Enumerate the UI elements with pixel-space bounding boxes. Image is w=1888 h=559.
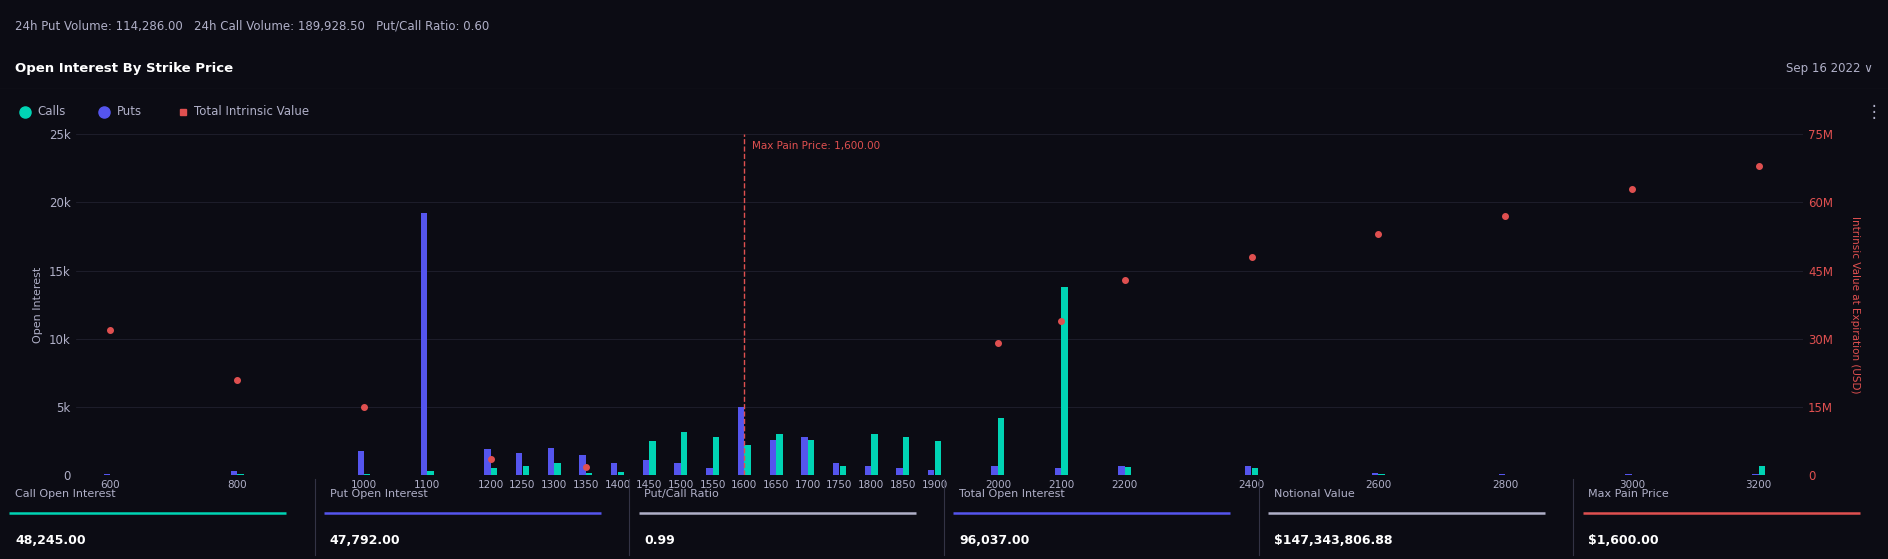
Bar xyxy=(357,451,364,475)
Bar xyxy=(1499,474,1505,475)
Bar xyxy=(865,466,870,475)
Text: Notional Value: Notional Value xyxy=(1274,489,1354,499)
Bar xyxy=(548,448,553,475)
Text: 47,792.00: 47,792.00 xyxy=(330,534,400,547)
Text: 96,037.00: 96,037.00 xyxy=(959,534,1029,547)
Bar xyxy=(833,463,840,475)
Y-axis label: Open Interest: Open Interest xyxy=(34,267,43,343)
Text: Put/Call Ratio: Put/Call Ratio xyxy=(644,489,719,499)
Text: Total Open Interest: Total Open Interest xyxy=(959,489,1065,499)
Bar xyxy=(421,214,427,475)
Bar xyxy=(642,460,649,475)
Text: Total Intrinsic Value: Total Intrinsic Value xyxy=(194,105,310,119)
Bar xyxy=(776,434,782,475)
Y-axis label: Intrinsic Value at Expiration (USD): Intrinsic Value at Expiration (USD) xyxy=(1850,216,1860,394)
Bar xyxy=(1055,468,1061,475)
Bar xyxy=(523,466,529,475)
Bar xyxy=(1118,466,1125,475)
Bar xyxy=(612,463,617,475)
Bar xyxy=(1061,287,1069,475)
Bar xyxy=(104,474,110,475)
Text: Sep 16 2022 ∨: Sep 16 2022 ∨ xyxy=(1786,62,1873,75)
Text: Puts: Puts xyxy=(117,105,142,119)
Text: Call Open Interest: Call Open Interest xyxy=(15,489,115,499)
Bar xyxy=(935,441,940,475)
Text: $147,343,806.88: $147,343,806.88 xyxy=(1274,534,1391,547)
Bar xyxy=(617,472,625,475)
Bar xyxy=(1626,474,1631,475)
Text: Max Pain Price: Max Pain Price xyxy=(1588,489,1669,499)
Bar xyxy=(649,441,655,475)
Bar xyxy=(515,453,523,475)
Bar xyxy=(991,466,997,475)
Bar xyxy=(808,440,814,475)
Bar xyxy=(485,449,491,475)
Bar xyxy=(1125,467,1131,475)
Text: 0.99: 0.99 xyxy=(644,534,676,547)
Bar xyxy=(738,407,744,475)
Bar xyxy=(364,474,370,475)
Text: $1,600.00: $1,600.00 xyxy=(1588,534,1660,547)
Text: Max Pain Price: 1,600.00: Max Pain Price: 1,600.00 xyxy=(751,141,880,151)
Bar xyxy=(801,437,808,475)
Bar xyxy=(840,466,846,475)
Bar xyxy=(897,468,902,475)
Bar xyxy=(1252,468,1257,475)
Bar xyxy=(674,463,682,475)
Bar xyxy=(1752,474,1758,475)
Bar xyxy=(1760,466,1765,475)
Bar xyxy=(580,454,585,475)
Bar xyxy=(682,432,687,475)
Bar xyxy=(427,471,434,475)
Bar xyxy=(870,434,878,475)
Bar xyxy=(1373,473,1378,475)
Bar xyxy=(902,437,910,475)
Bar xyxy=(1244,466,1252,475)
Text: 48,245.00: 48,245.00 xyxy=(15,534,85,547)
Bar xyxy=(929,470,935,475)
Bar xyxy=(706,468,712,475)
Bar xyxy=(744,445,751,475)
Text: Open Interest By Strike Price: Open Interest By Strike Price xyxy=(15,62,234,75)
Text: Put Open Interest: Put Open Interest xyxy=(330,489,427,499)
Bar xyxy=(230,471,238,475)
Bar xyxy=(714,437,719,475)
Bar xyxy=(770,440,776,475)
Bar xyxy=(585,473,593,475)
Text: 24h Put Volume: 114,286.00   24h Call Volume: 189,928.50   Put/Call Ratio: 0.60: 24h Put Volume: 114,286.00 24h Call Volu… xyxy=(15,20,489,32)
Bar xyxy=(491,468,497,475)
Text: ⋮: ⋮ xyxy=(1865,103,1882,121)
Bar xyxy=(1378,474,1384,475)
Bar xyxy=(555,463,561,475)
Text: Calls: Calls xyxy=(38,105,66,119)
Bar xyxy=(999,418,1004,475)
